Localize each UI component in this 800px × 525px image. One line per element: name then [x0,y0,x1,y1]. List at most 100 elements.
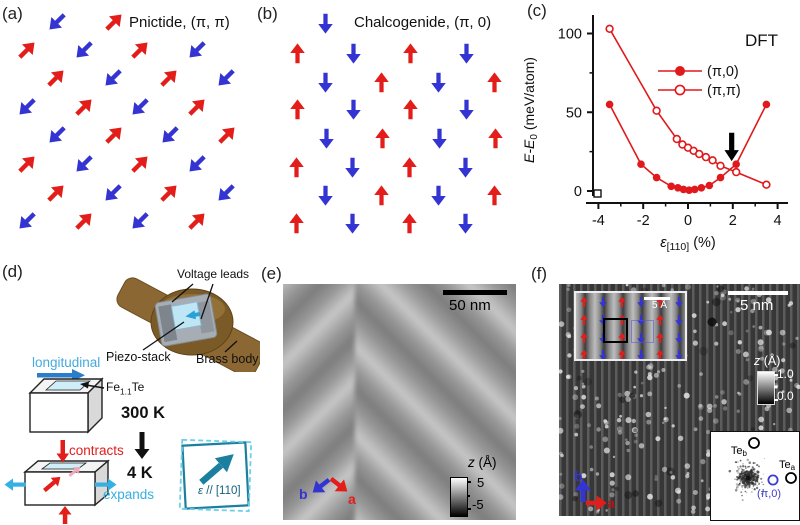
contracts-arrow-bottom-icon [58,506,72,524]
spin-arrow-blue [104,69,122,86]
spin-arrow-blue [345,213,360,234]
spin-arrow-blue [217,184,235,201]
spin-arrow-red [74,213,92,230]
spin-arrow-red [104,127,122,144]
fe11te-label: Fe1.1Te [106,380,145,397]
colorbar-f-min: 0.0 [777,389,794,403]
spin-arrow-blue [132,98,149,115]
spin-arrow-blue [346,99,361,120]
colorbar-e [450,477,468,517]
brass-body-label: Brass body [196,352,259,366]
piezo-stack [154,293,218,347]
svg-text:50: 50 [566,105,582,121]
spin-arrow-red [288,212,304,233]
spin-arrow-red [402,98,418,119]
svg-text:100: 100 [558,27,582,43]
expands-arrow-right-icon [95,478,117,491]
axis-b-label-e: b [299,486,308,502]
spin-arrow-red [401,156,417,177]
panel-a-title: Pnictide, (π, π) [129,14,230,31]
spin-arrow-blue [49,126,66,143]
svg-text:2: 2 [729,213,737,229]
svg-text:(π,0): (π,0) [707,64,739,80]
svg-text:DFT: DFT [745,31,778,50]
spin-arrow-red [580,349,588,359]
fft-image: Teb Tea (π,0) [728,437,797,502]
unit-cell-box-shifted [631,320,654,343]
panel-b-title: Chalcogenide, (π, 0) [354,14,492,31]
spin-arrow-blue [459,43,474,64]
spin-arrow-blue [458,213,473,234]
expands-arrow-left-icon [4,478,26,491]
colorbar-e-tick-max [467,481,471,483]
piezo-stack-label: Piezo-stack [106,350,171,364]
spin-arrow-red [656,314,664,326]
svg-text:E-E0 (meV/atom): E-E0 (meV/atom) [521,57,540,163]
colorbar-e-tick-mid [467,495,470,497]
axis-b-arrow-e [312,478,331,493]
spin-arrow-blue [459,99,474,120]
axis-b-label-f: b [574,468,583,484]
svg-text:-2: -2 [637,213,650,229]
panel-label-a: (a) [2,4,23,23]
svg-text:-4: -4 [592,213,605,229]
panel-label-b: (b) [257,4,278,23]
colorbar-f-title: z (Å) [754,354,781,368]
chevron-stripes-left [283,284,359,520]
strain-direction-box [178,438,253,513]
spin-arrow-blue [75,155,93,172]
spin-arrow-red [402,42,418,63]
leader-lines [142,283,238,353]
spin-arrow-blue [675,296,683,308]
spin-arrow-blue [162,126,179,143]
panel-label-f: (f) [531,264,548,283]
inset-scalebar [644,297,670,300]
svg-text:Teb: Teb [731,445,748,458]
axis-a-label-e: a [348,491,356,507]
spin-arrow-red [618,296,626,308]
spin-arrow-red [488,127,503,148]
temp-4k-label: 4 K [127,464,153,482]
spin-arrow-red [47,70,64,87]
strain-110-arrow-icon [199,454,234,485]
scalebar-f [728,291,788,295]
spin-arrow-red [374,71,389,92]
svg-text:0: 0 [684,213,692,229]
axis-a-label-f: a [607,495,615,511]
fft-inset: Teb Tea (π,0) [710,431,800,521]
spin-arrow-red [289,98,305,119]
inner-spin-arrow-icon [43,476,61,493]
spin-arrow-red [656,349,664,359]
stm-zoom-inset: 5 Å [574,291,687,361]
colorbar-f-tick-mid [774,386,777,388]
colorbar-f-max: 1.0 [777,367,794,381]
spin-pattern-layer [0,0,800,260]
scalebar-e-label: 50 nm [449,297,491,314]
spin-arrow-red [131,42,148,59]
panel-label-d: (d) [2,262,23,281]
colorbar-e-min: -5 [472,497,484,512]
spin-arrow-red [374,184,389,205]
svg-text:(π,0): (π,0) [757,488,781,500]
scalebar-f-label: 5 nm [740,297,774,314]
cooling-schematic [4,369,253,524]
stm-topograph-e [283,284,516,520]
svg-text:(π,π): (π,π) [707,83,741,99]
contracts-label: contracts [69,443,124,458]
spin-arrow-red [656,332,664,344]
spin-arrow-blue [188,155,206,172]
spin-arrow-blue [19,98,36,115]
spin-arrow-blue [599,296,607,308]
svg-text:4: 4 [774,213,782,229]
temp-300k-label: 300 K [121,404,166,422]
contracts-arrow-top-icon [56,440,69,463]
spin-arrow-blue [317,13,333,34]
spin-arrow-red [18,42,35,59]
spin-arrow-red [618,332,626,344]
colorbar-f-tick-min [774,399,778,401]
spin-arrow-blue [132,212,149,229]
spin-arrow-red [74,99,92,116]
spin-arrow-red [580,296,588,308]
spin-arrow-red [580,314,588,326]
